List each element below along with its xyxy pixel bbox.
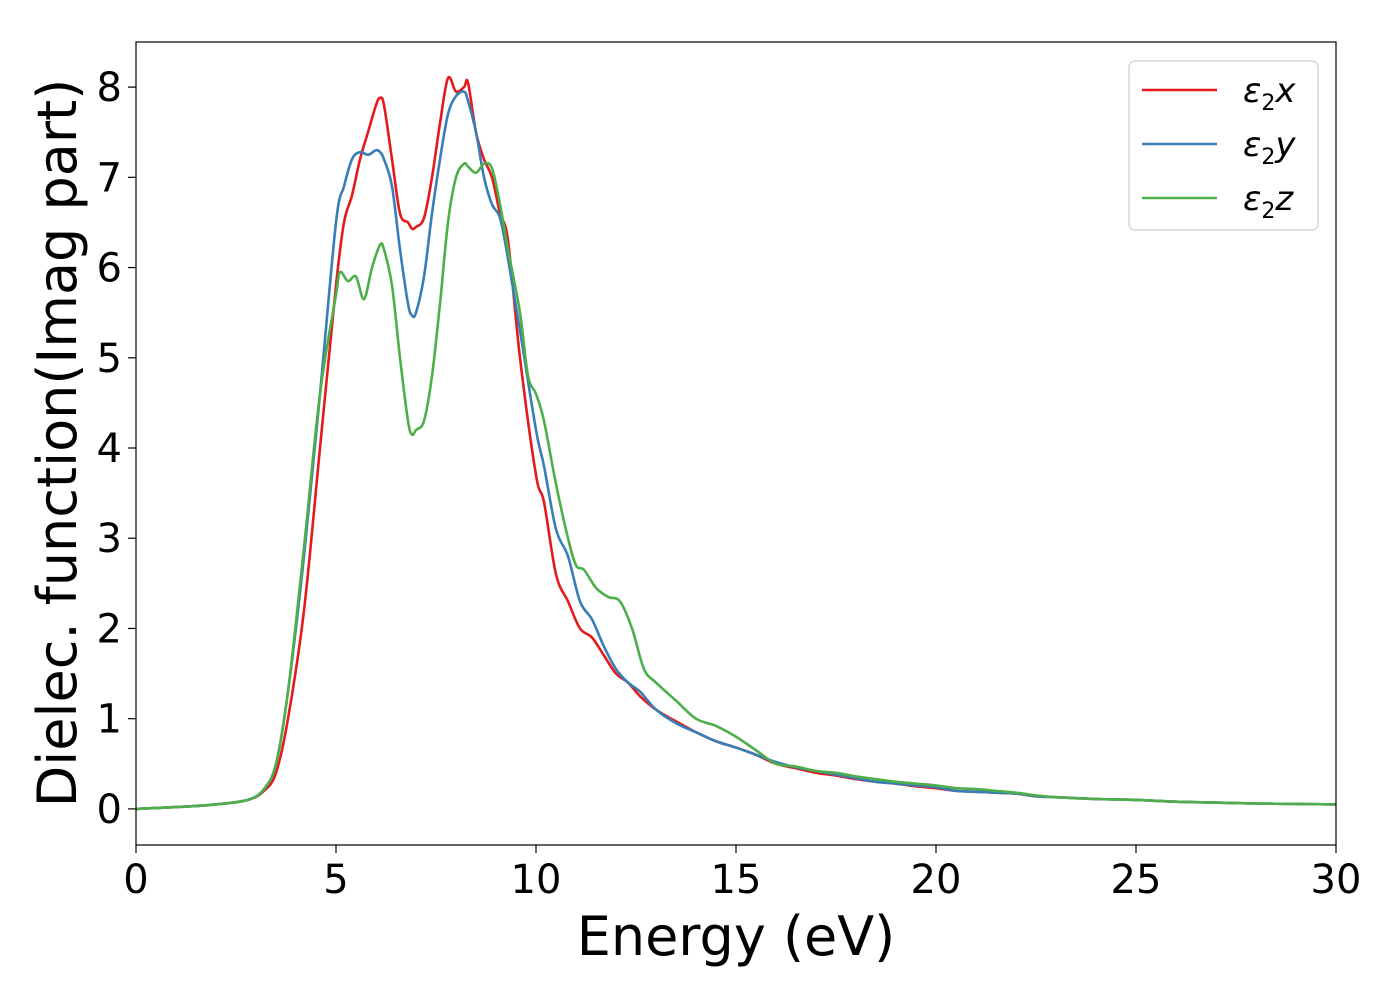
x-tick-label: 5 <box>323 857 348 903</box>
y-tick-label: 5 <box>97 336 122 382</box>
y-tick-label: 0 <box>97 787 122 833</box>
y-tick-label: 1 <box>97 697 122 743</box>
series-line-3 <box>135 161 1337 811</box>
y-tick-label: 6 <box>97 246 122 292</box>
y-tick-label: 2 <box>97 606 122 652</box>
x-tick-label: 30 <box>1311 857 1362 903</box>
x-axis-ticks: 0 5 10 15 20 25 30 <box>123 845 1361 903</box>
series-layer <box>135 75 1337 811</box>
x-tick-label: 15 <box>711 857 762 903</box>
x-tick-label: 25 <box>1111 857 1162 903</box>
y-tick-label: 7 <box>97 155 122 201</box>
y-axis-ticks: 0 1 2 3 4 5 6 7 8 <box>97 65 136 833</box>
y-tick-label: 4 <box>97 426 122 472</box>
y-tick-label: 8 <box>97 65 122 111</box>
legend-label-3: ε2z <box>1243 179 1294 224</box>
y-axis-title: Dielec. function(Imag part) <box>26 79 89 808</box>
x-tick-label: 20 <box>911 857 962 903</box>
x-tick-label: 10 <box>511 857 562 903</box>
x-tick-label: 0 <box>123 857 148 903</box>
series-line-2 <box>135 90 1337 811</box>
legend-box <box>1128 60 1319 231</box>
legend-label-1: ε2x <box>1243 71 1296 116</box>
x-axis-title: Energy (eV) <box>577 905 896 968</box>
legend-label-2: ε2y <box>1243 125 1296 170</box>
legend: ε2x ε2y ε2z <box>1128 60 1319 231</box>
y-tick-label: 3 <box>97 516 122 562</box>
